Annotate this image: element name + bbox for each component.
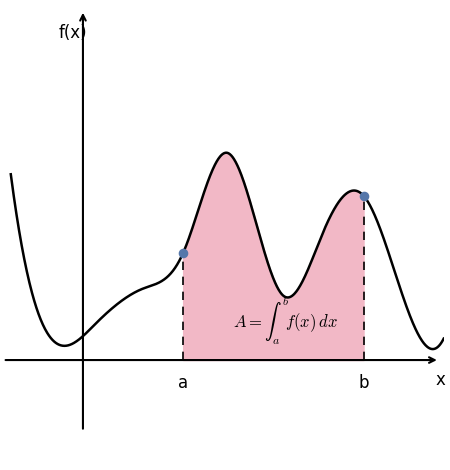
Text: f(x): f(x)	[59, 24, 87, 42]
Point	[180, 249, 187, 257]
Text: b: b	[358, 374, 369, 392]
Text: a: a	[178, 374, 188, 392]
Point	[360, 192, 367, 199]
Text: x: x	[436, 371, 446, 389]
Text: $A = \int_a^b\! f(x)\, dx$: $A = \int_a^b\! f(x)\, dx$	[233, 295, 338, 347]
